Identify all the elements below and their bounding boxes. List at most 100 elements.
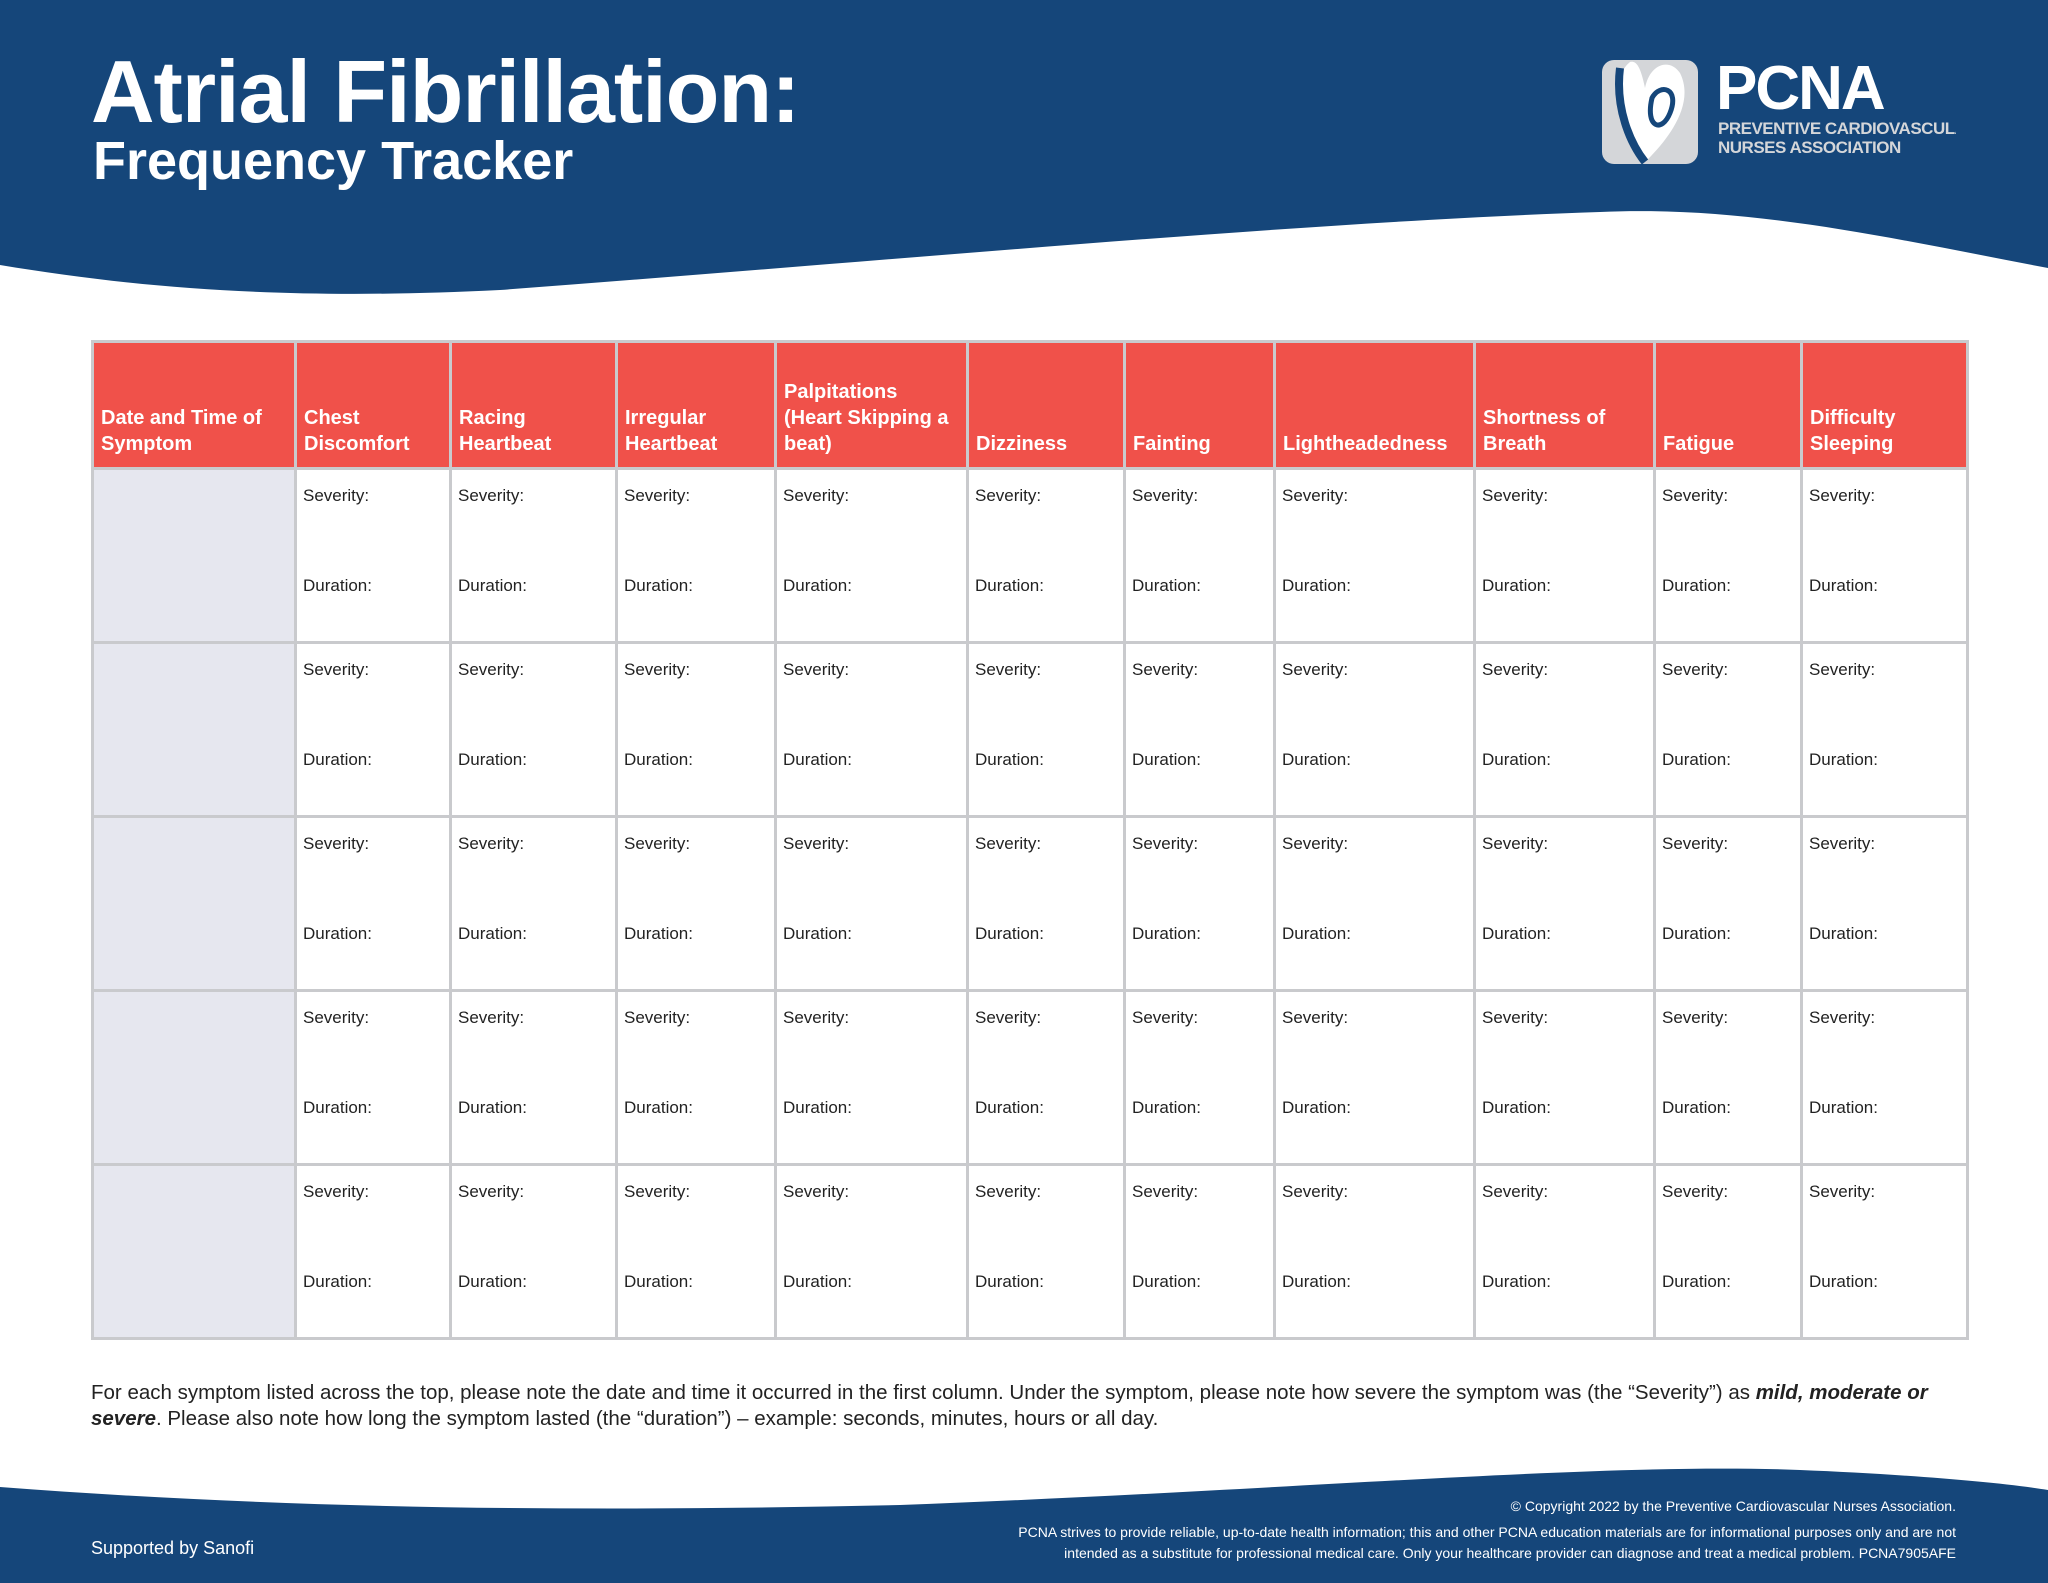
severity-label: Severity: (458, 486, 525, 505)
logo-line-1: PREVENTIVE CARDIOVASCULAR (1718, 119, 1956, 138)
symptom-cell[interactable]: Severity: Duration: (774, 1163, 969, 1340)
symptom-cell[interactable]: Severity: Duration: (615, 1163, 777, 1340)
severity-label: Severity: (1282, 834, 1349, 853)
symptom-cell[interactable]: Severity: Duration: (294, 1163, 452, 1340)
severity-label: Severity: (624, 486, 691, 505)
duration-label: Duration: (1809, 1098, 1878, 1117)
symptom-cell[interactable]: Severity: Duration: (449, 989, 618, 1166)
symptom-cell[interactable]: Severity: Duration: (1653, 467, 1803, 644)
severity-label: Severity: (1282, 660, 1349, 679)
table-row: Severity: Duration: Severity: Duration: Seve… (91, 467, 1969, 644)
column-header: Fatigue (1653, 340, 1803, 470)
symptom-cell[interactable]: Severity: Duration: (615, 641, 777, 818)
note-text-end: . Please also note how long the symptom … (155, 1407, 1159, 1430)
symptom-cell[interactable]: Severity: Duration: (1123, 641, 1276, 818)
severity-label: Severity: (1482, 1008, 1549, 1027)
duration-label: Duration: (1809, 924, 1878, 943)
symptom-cell[interactable]: Severity: Duration: (1123, 815, 1276, 992)
symptom-cell[interactable]: Severity: Duration: (966, 1163, 1126, 1340)
symptom-cell[interactable]: Severity: Duration: (1653, 1163, 1803, 1340)
severity-label: Severity: (303, 660, 370, 679)
duration-label: Duration: (458, 1098, 527, 1117)
symptom-cell[interactable]: Severity: Duration: (449, 815, 618, 992)
date-time-cell[interactable] (91, 641, 297, 818)
duration-label: Duration: (975, 1098, 1044, 1117)
severity-label: Severity: (624, 834, 691, 853)
duration-label: Duration: (458, 576, 527, 595)
severity-label: Severity: (1662, 1182, 1729, 1201)
symptom-cell[interactable]: Severity: Duration: (294, 467, 452, 644)
logo-wordmark: PCNA (1716, 54, 1886, 123)
duration-label: Duration: (1482, 1272, 1551, 1291)
symptom-cell[interactable]: Severity: Duration: (966, 467, 1126, 644)
severity-label: Severity: (783, 834, 850, 853)
date-time-cell[interactable] (91, 1163, 297, 1340)
symptom-cell[interactable]: Severity: Duration: (1473, 1163, 1656, 1340)
severity-label: Severity: (1132, 1008, 1199, 1027)
page-subtitle: Frequency Tracker (93, 131, 574, 191)
symptom-cell[interactable]: Severity: Duration: (449, 1163, 618, 1340)
symptom-cell[interactable]: Severity: Duration: (1473, 989, 1656, 1166)
date-time-cell[interactable] (91, 815, 297, 992)
symptom-cell[interactable]: Severity: Duration: (1123, 467, 1276, 644)
symptom-cell[interactable]: Severity: Duration: (1800, 989, 1969, 1166)
table-row: Severity: Duration: Severity: Duration: Seve… (91, 815, 1969, 992)
symptom-cell[interactable]: Severity: Duration: (774, 467, 969, 644)
severity-label: Severity: (975, 1008, 1042, 1027)
column-header: Palpitations (Heart Skipping a beat) (774, 340, 969, 470)
severity-label: Severity: (1282, 486, 1349, 505)
date-time-cell[interactable] (91, 467, 297, 644)
severity-label: Severity: (1662, 660, 1729, 679)
duration-label: Duration: (1662, 924, 1731, 943)
date-time-cell[interactable] (91, 989, 297, 1166)
supported-by: Supported by Sanofi (91, 1538, 255, 1558)
symptom-cell[interactable]: Severity: Duration: (449, 467, 618, 644)
symptom-cell[interactable]: Severity: Duration: (1653, 989, 1803, 1166)
duration-label: Duration: (303, 924, 372, 943)
severity-label: Severity: (1482, 660, 1549, 679)
severity-label: Severity: (975, 834, 1042, 853)
symptom-cell[interactable]: Severity: Duration: (615, 815, 777, 992)
instructions-note: For each symptom listed across the top, … (91, 1380, 1971, 1432)
symptom-cell[interactable]: Severity: Duration: (1273, 989, 1476, 1166)
symptom-cell[interactable]: Severity: Duration: (1800, 815, 1969, 992)
symptom-tracker-table: Date and Time of Symptom Chest Discomfort… (91, 340, 1969, 1340)
symptom-cell[interactable]: Severity: Duration: (774, 641, 969, 818)
header-band (0, 0, 2048, 294)
severity-label: Severity: (783, 1008, 850, 1027)
duration-label: Duration: (783, 924, 852, 943)
symptom-cell[interactable]: Severity: Duration: (1473, 467, 1656, 644)
duration-label: Duration: (458, 1272, 527, 1291)
footer-band (0, 1468, 2048, 1583)
column-header: Dizziness (966, 340, 1126, 470)
duration-label: Duration: (1482, 1098, 1551, 1117)
symptom-cell[interactable]: Severity: Duration: (774, 815, 969, 992)
symptom-cell[interactable]: Severity: Duration: (1123, 989, 1276, 1166)
symptom-cell[interactable]: Severity: Duration: (774, 989, 969, 1166)
symptom-cell[interactable]: Severity: Duration: (615, 467, 777, 644)
duration-label: Duration: (1282, 1098, 1351, 1117)
symptom-cell[interactable]: Severity: Duration: (1653, 815, 1803, 992)
symptom-cell[interactable]: Severity: Duration: (294, 641, 452, 818)
symptom-cell[interactable]: Severity: Duration: (1473, 641, 1656, 818)
symptom-cell[interactable]: Severity: Duration: (1273, 1163, 1476, 1340)
symptom-cell[interactable]: Severity: Duration: (1800, 641, 1969, 818)
symptom-cell[interactable]: Severity: Duration: (1800, 467, 1969, 644)
symptom-cell[interactable]: Severity: Duration: (966, 641, 1126, 818)
symptom-cell[interactable]: Severity: Duration: (1273, 467, 1476, 644)
duration-label: Duration: (458, 924, 527, 943)
symptom-cell[interactable]: Severity: Duration: (1473, 815, 1656, 992)
symptom-cell[interactable]: Severity: Duration: (294, 815, 452, 992)
symptom-cell[interactable]: Severity: Duration: (449, 641, 618, 818)
severity-label: Severity: (1282, 1008, 1349, 1027)
symptom-cell[interactable]: Severity: Duration: (1273, 641, 1476, 818)
symptom-cell[interactable]: Severity: Duration: (966, 815, 1126, 992)
symptom-cell[interactable]: Severity: Duration: (1123, 1163, 1276, 1340)
severity-label: Severity: (1482, 486, 1549, 505)
symptom-cell[interactable]: Severity: Duration: (966, 989, 1126, 1166)
symptom-cell[interactable]: Severity: Duration: (1653, 641, 1803, 818)
symptom-cell[interactable]: Severity: Duration: (1273, 815, 1476, 992)
symptom-cell[interactable]: Severity: Duration: (615, 989, 777, 1166)
symptom-cell[interactable]: Severity: Duration: (1800, 1163, 1969, 1340)
symptom-cell[interactable]: Severity: Duration: (294, 989, 452, 1166)
